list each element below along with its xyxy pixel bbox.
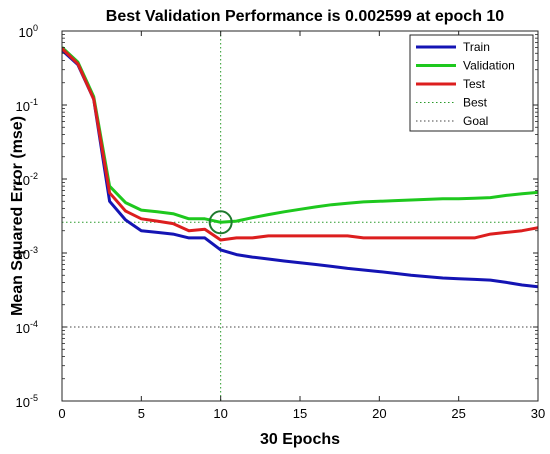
y-axis-label: Mean Squared Error (mse) xyxy=(9,116,26,316)
y-tick-base: 10 xyxy=(19,25,33,40)
x-axis-label: 30 Epochs xyxy=(260,431,340,448)
x-tick-label: 5 xyxy=(138,406,145,421)
y-tick-label: 10-4 xyxy=(16,319,38,336)
y-tick-exponent: 0 xyxy=(33,23,38,33)
legend-label-best: Best xyxy=(463,96,488,110)
y-tick-exponent: -3 xyxy=(30,245,38,255)
legend: Train Validation Test Best Goal xyxy=(409,34,534,132)
y-tick-label: 10-3 xyxy=(16,245,38,262)
series-line-validation xyxy=(62,46,538,224)
legend-label-train: Train xyxy=(463,40,490,54)
y-tick-label: 100 xyxy=(19,23,38,40)
y-tick-label: 10-5 xyxy=(16,393,38,410)
y-tick-base: 10 xyxy=(16,99,30,114)
x-tick-label: 20 xyxy=(372,406,386,421)
legend-label-goal: Goal xyxy=(463,114,488,128)
x-tick-label: 15 xyxy=(293,406,307,421)
x-tick-label: 30 xyxy=(531,406,545,421)
series-line-test xyxy=(62,47,538,242)
y-tick-exponent: -1 xyxy=(30,97,38,107)
y-tick-label: 10-2 xyxy=(16,171,38,188)
legend-label-test: Test xyxy=(463,77,486,91)
series-line-train xyxy=(62,49,538,289)
legend-label-validation: Validation xyxy=(463,59,515,73)
y-tick-exponent: -4 xyxy=(30,319,38,329)
best-epoch-marker xyxy=(208,210,233,235)
x-tick-label: 0 xyxy=(58,406,65,421)
y-tick-label: 10-1 xyxy=(16,97,38,114)
y-tick-exponent: -2 xyxy=(30,171,38,181)
x-tick-label: 25 xyxy=(451,406,465,421)
y-tick-base: 10 xyxy=(16,321,30,336)
y-tick-base: 10 xyxy=(16,247,30,262)
y-tick-base: 10 xyxy=(16,173,30,188)
y-tick-base: 10 xyxy=(16,395,30,410)
chart-title: Best Validation Performance is 0.002599 … xyxy=(106,8,505,25)
y-tick-exponent: -5 xyxy=(30,393,38,403)
x-tick-label: 10 xyxy=(213,406,227,421)
